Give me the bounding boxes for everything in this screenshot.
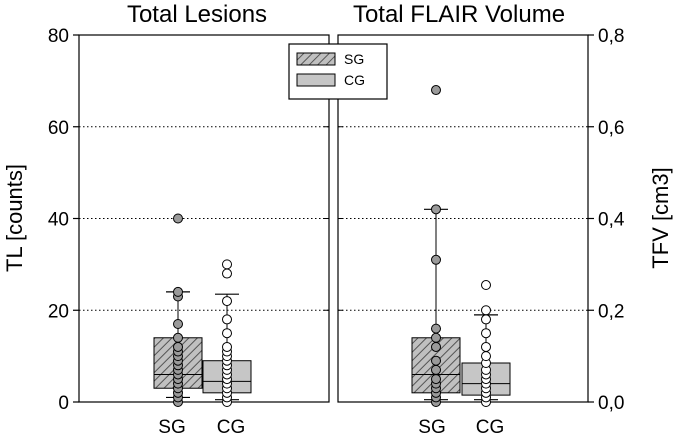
- data-point-cg: [222, 268, 232, 279]
- y-tick-label: 60: [48, 118, 69, 139]
- data-point-sg: [431, 364, 441, 375]
- data-point-cg: [222, 341, 232, 352]
- grid-lines: [79, 126, 588, 311]
- legend-swatch-sg: [296, 52, 336, 66]
- data-point-sg: [173, 319, 183, 330]
- left-y-axis-label: TL [counts]: [2, 164, 27, 272]
- y-tick-label: 0,8: [598, 26, 624, 47]
- data-point-sg: [431, 204, 441, 215]
- y-tick-label: 0,6: [598, 118, 624, 139]
- legend-label-cg: CG: [344, 72, 365, 88]
- data-point-cg: [222, 328, 232, 339]
- left-panel-title: Total Lesions: [127, 1, 267, 28]
- box-plots: [153, 208, 511, 401]
- y-tick-label: 0,2: [598, 301, 624, 322]
- data-point-cg: [481, 341, 491, 352]
- data-point-cg: [222, 259, 232, 270]
- data-point-cg: [481, 280, 491, 291]
- right-category-cg: CG: [476, 417, 505, 437]
- y-tick-label: 40: [48, 210, 69, 231]
- data-points: [173, 85, 491, 407]
- data-point-sg: [431, 85, 441, 96]
- data-point-sg: [173, 213, 183, 224]
- data-point-sg: [173, 332, 183, 343]
- legend: SG CG: [288, 43, 388, 100]
- data-point-sg: [431, 254, 441, 265]
- data-point-cg: [222, 314, 232, 325]
- left-category-sg: SG: [158, 417, 185, 437]
- data-point-sg: [431, 355, 441, 366]
- legend-swatch-cg: [296, 73, 336, 87]
- left-category-cg: CG: [217, 417, 246, 437]
- legend-box: [288, 43, 388, 100]
- data-point-sg: [431, 341, 441, 352]
- data-point-cg: [222, 296, 232, 307]
- data-point-cg: [481, 351, 491, 362]
- right-panel-title: Total FLAIR Volume: [353, 1, 565, 28]
- data-point-sg: [431, 323, 441, 334]
- y-tick-label: 80: [48, 26, 69, 47]
- y-tick-label: 0: [58, 393, 69, 414]
- right-y-axis-label: TFV [cm3]: [648, 167, 673, 268]
- y-tick-label: 0,0: [598, 393, 624, 414]
- data-point-sg: [431, 332, 441, 343]
- data-point-sg: [431, 374, 441, 385]
- data-point-sg: [173, 286, 183, 297]
- right-category-sg: SG: [418, 417, 445, 437]
- y-tick-label: 0,4: [598, 210, 625, 231]
- legend-label-sg: SG: [344, 51, 364, 67]
- data-point-cg: [481, 305, 491, 316]
- axes: 0 20 40 60 80 0,0 0,2 0,4 0,6 0,8: [48, 26, 625, 414]
- data-point-sg: [173, 341, 183, 352]
- data-point-cg: [481, 314, 491, 325]
- data-point-cg: [481, 328, 491, 339]
- y-tick-label: 20: [48, 301, 69, 322]
